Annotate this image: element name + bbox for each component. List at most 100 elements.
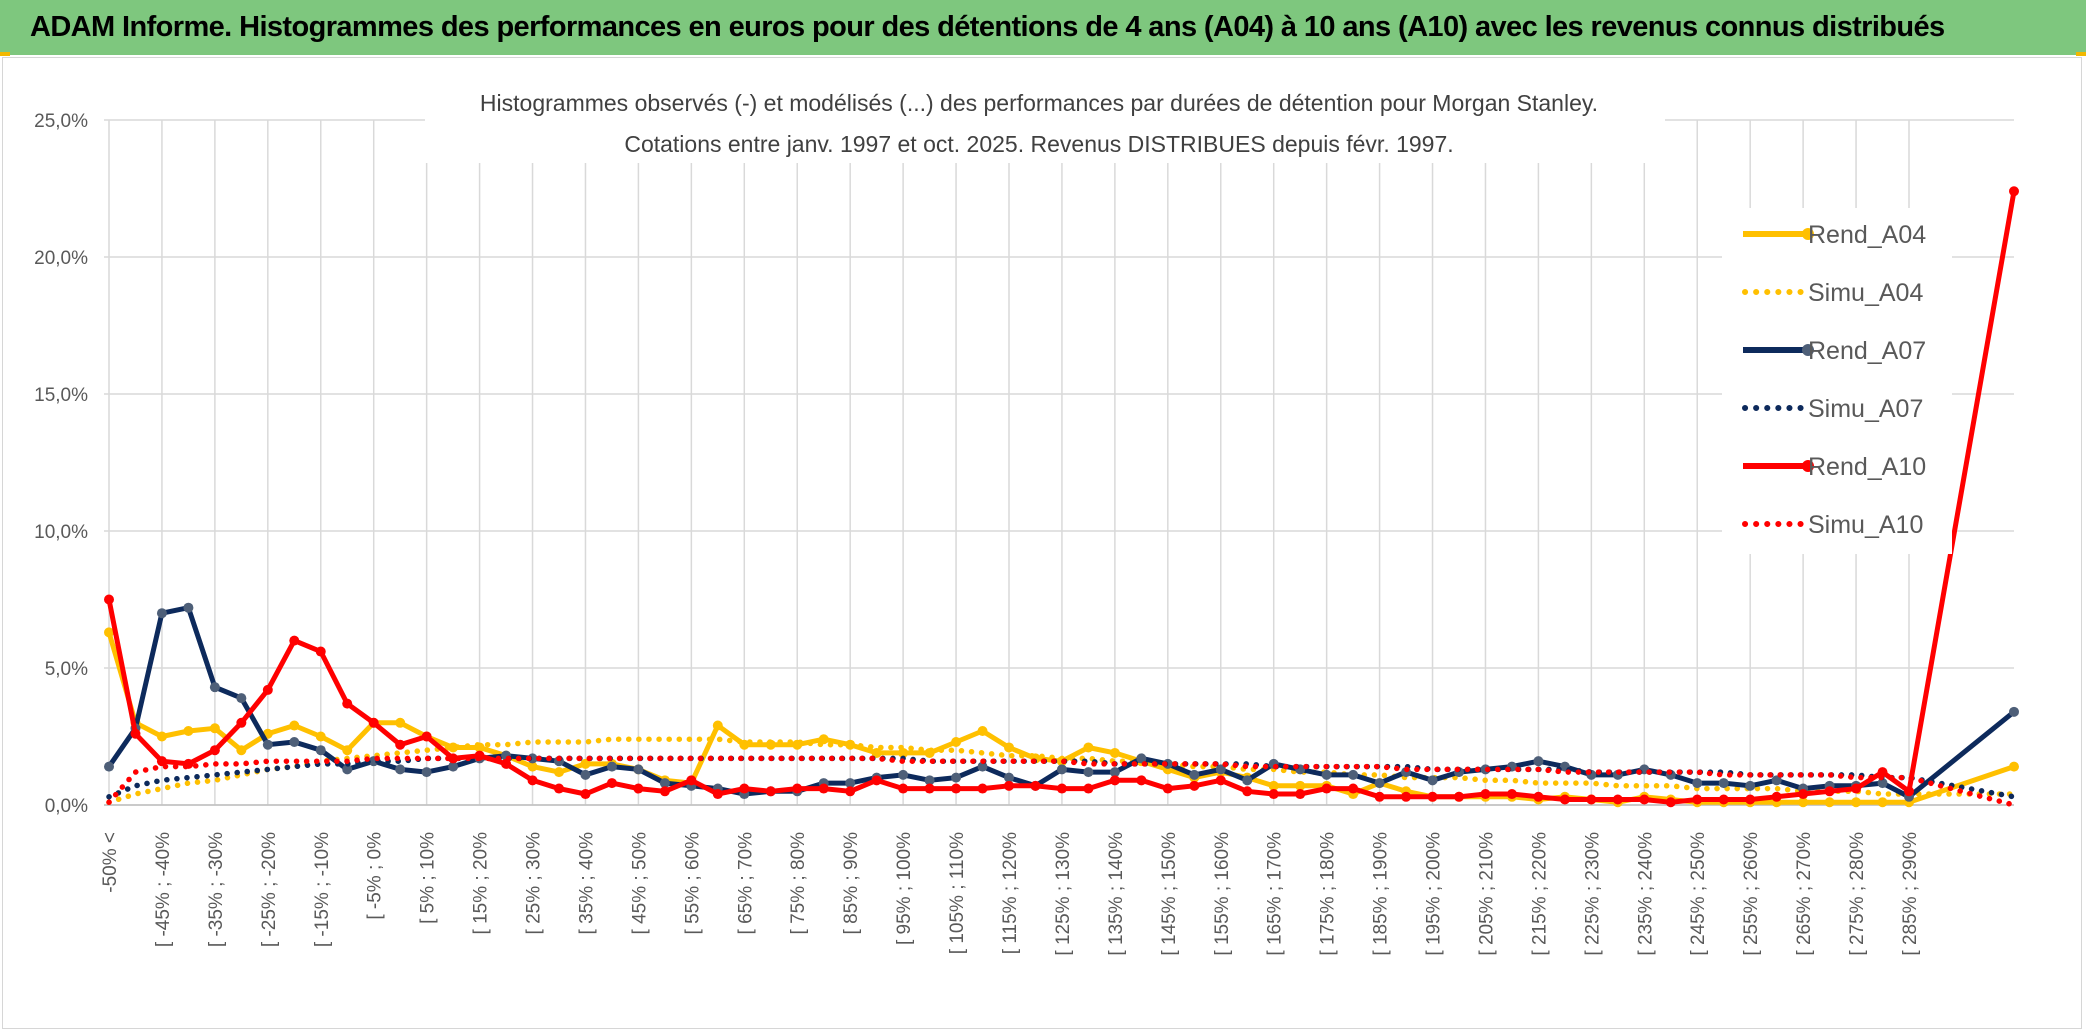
data-point-rend-a10 — [1268, 789, 1279, 800]
legend-label-simu-a10: Simu_A10 — [1808, 511, 1923, 539]
y-tick-label: 25,0% — [34, 111, 88, 132]
data-point-rend-a04 — [209, 723, 220, 734]
data-point-rend-a10 — [554, 783, 564, 794]
data-point-rend-a07 — [236, 693, 247, 704]
data-point-rend-a10 — [342, 698, 353, 709]
x-tick-label: [ 5% ; 10% — [418, 832, 439, 924]
data-point-rend-a10 — [1480, 789, 1491, 800]
x-tick-label: [ 105% ; 110% — [947, 832, 968, 954]
data-point-rend-a07 — [977, 761, 988, 772]
data-point-rend-a10 — [606, 778, 617, 789]
data-point-rend-a07 — [395, 764, 406, 775]
data-point-rend-a10 — [1242, 786, 1253, 797]
data-point-rend-a10 — [1427, 791, 1438, 802]
x-tick-label: [ 275% ; 280% — [1847, 832, 1868, 956]
data-point-rend-a10 — [792, 783, 803, 794]
data-point-rend-a04 — [951, 736, 962, 747]
data-point-rend-a07 — [1718, 778, 1729, 789]
data-point-rend-a04 — [289, 720, 300, 731]
header-banner — [0, 0, 2086, 55]
data-point-rend-a10 — [1612, 794, 1623, 805]
data-point-rend-a07 — [659, 778, 670, 789]
data-point-rend-a07 — [606, 761, 617, 772]
y-tick-label: 5,0% — [45, 659, 88, 680]
x-tick-label: [ 15% ; 20% — [471, 832, 492, 935]
data-point-rend-a07 — [1004, 772, 1014, 783]
series-lines — [104, 186, 2019, 808]
data-point-rend-a10 — [1745, 794, 1756, 805]
data-point-rend-a10 — [1056, 783, 1067, 794]
data-point-rend-a10 — [1559, 794, 1570, 805]
data-point-rend-a10 — [527, 775, 538, 786]
legend-label-simu-a04: Simu_A04 — [1808, 279, 1923, 307]
x-tick-label: [ -25% ; -20% — [259, 832, 280, 947]
data-point-rend-a07 — [421, 767, 432, 778]
data-point-rend-a10 — [1162, 783, 1173, 794]
data-point-rend-a10 — [977, 783, 988, 794]
y-tick-label: 20,0% — [34, 248, 88, 269]
chart-title: Histogrammes observés (-) et modélisés (… — [480, 90, 1598, 116]
data-point-rend-a07 — [924, 775, 935, 786]
data-point-rend-a04 — [448, 742, 459, 753]
x-tick-label: [ -45% ; -40% — [153, 832, 174, 947]
legend-label-simu-a07: Simu_A07 — [1808, 395, 1923, 423]
x-tick-label: [ 95% ; 100% — [894, 832, 915, 945]
legend-label-rend-a07: Rend_A07 — [1808, 337, 1926, 365]
data-point-rend-a07 — [845, 778, 856, 789]
data-point-rend-a10 — [1904, 786, 1914, 797]
x-tick-label: [ -15% ; -10% — [312, 832, 333, 947]
x-tick-label: [ 255% ; 260% — [1741, 832, 1762, 956]
data-point-rend-a04 — [2009, 761, 2019, 772]
data-point-rend-a10 — [209, 745, 220, 756]
data-point-rend-a10 — [395, 739, 406, 750]
data-point-rend-a10 — [421, 731, 432, 742]
x-tick-label: [ 55% ; 60% — [682, 832, 703, 935]
x-tick-label: [ 65% ; 70% — [735, 832, 756, 935]
x-tick-label: [ 265% ; 270% — [1794, 832, 1815, 956]
data-point-rend-a07 — [104, 761, 114, 772]
data-point-rend-a10 — [818, 783, 829, 794]
data-point-rend-a07 — [1348, 769, 1359, 780]
data-point-rend-a07 — [1533, 756, 1544, 767]
data-point-rend-a10 — [315, 646, 326, 657]
data-point-rend-a04 — [104, 627, 114, 638]
corner-mark-left — [0, 52, 10, 56]
legend-label-rend-a04: Rend_A04 — [1808, 221, 1926, 249]
data-point-rend-a07 — [1136, 753, 1147, 764]
data-point-rend-a10 — [1771, 791, 1782, 802]
data-point-rend-a07 — [448, 761, 459, 772]
data-point-rend-a04 — [1824, 797, 1835, 808]
data-point-rend-a10 — [1877, 767, 1888, 778]
data-point-rend-a04 — [1109, 747, 1120, 758]
data-point-rend-a04 — [898, 747, 909, 758]
data-point-rend-a07 — [1692, 778, 1703, 789]
data-point-rend-a10 — [262, 684, 273, 695]
data-point-rend-a04 — [156, 731, 167, 742]
y-tick-label: 0,0% — [45, 796, 88, 817]
data-point-rend-a04 — [1083, 742, 1094, 753]
x-tick-label: [ 215% ; 220% — [1529, 832, 1550, 956]
data-point-rend-a10 — [712, 789, 723, 800]
page-title: ADAM Informe. Histogrammes des performan… — [30, 11, 1945, 43]
data-point-rend-a04 — [183, 726, 194, 737]
data-point-rend-a10 — [1692, 794, 1703, 805]
data-point-rend-a10 — [1586, 794, 1597, 805]
data-point-rend-a10 — [1004, 780, 1014, 791]
x-tick-label: [ 45% ; 50% — [629, 832, 650, 935]
data-point-rend-a07 — [951, 772, 962, 783]
data-point-rend-a07 — [633, 764, 644, 775]
y-axis: 0,0% 5,0% 10,0% 15,0% 20,0% 25,0% — [34, 111, 88, 817]
data-point-rend-a07 — [262, 739, 273, 750]
data-point-rend-a10 — [1824, 786, 1835, 797]
data-point-rend-a07 — [1745, 780, 1756, 791]
x-axis: -50% < [ -45% ; -40% [ -35% ; -30% [ -25% ;… — [100, 832, 1921, 956]
data-point-rend-a10 — [633, 783, 644, 794]
legend-background — [1722, 208, 1952, 554]
legend-label-rend-a10: Rend_A10 — [1808, 453, 1926, 481]
y-tick-label: 10,0% — [34, 522, 88, 543]
x-tick-label: [ 115% ; 120% — [1000, 832, 1021, 954]
series-line-simu-a04 — [106, 736, 2017, 806]
x-tick-label: [ 195% ; 200% — [1424, 832, 1445, 956]
data-point-rend-a04 — [1295, 780, 1306, 791]
data-point-rend-a07 — [580, 769, 591, 780]
